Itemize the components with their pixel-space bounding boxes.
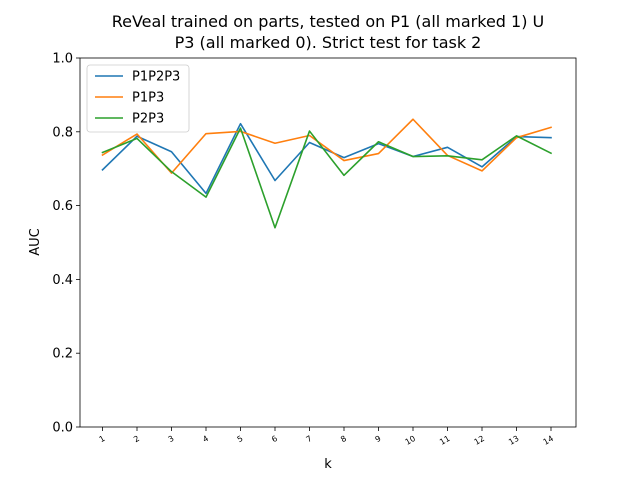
y-tick-label: 0.6: [52, 199, 73, 214]
series-line-p1p2p3: [101, 122, 552, 195]
x-tick-label: 5: [236, 434, 245, 444]
x-tick-label: 7: [305, 434, 314, 444]
x-tick-label: 11: [438, 434, 451, 447]
x-tick-label: 13: [507, 434, 520, 447]
legend-box: [86, 64, 190, 133]
x-tick-label: 14: [542, 434, 555, 447]
x-tick-label: 3: [167, 434, 176, 444]
x-tick-label: 9: [374, 434, 383, 444]
legend-label: P1P2P3: [132, 70, 180, 85]
y-tick-label: 1.0: [52, 52, 73, 67]
plot-area: 0.00.20.40.60.81.01 2 3 4 5 6 7 8 9 10 11 12 13 14: [52, 52, 577, 447]
chart-title-line-2: P3 (all marked 0). Strict test for task …: [175, 33, 482, 52]
y-tick-label: 0.0: [52, 421, 73, 436]
x-tick-label: 4: [201, 434, 210, 444]
chart-title-line-1: ReVeal trained on parts, tested on P1 (a…: [112, 12, 545, 31]
x-tick-label: 1: [98, 434, 107, 444]
y-tick-label: 0.4: [52, 273, 73, 288]
y-tick-label: 0.2: [52, 347, 73, 362]
axes-frame: [79, 57, 577, 428]
legend-label: P2P3: [132, 112, 164, 127]
series-line-p1p3: [101, 118, 552, 174]
legend: P1P2P3 P1P3 P2P3: [86, 64, 190, 133]
legend-label: P1P3: [132, 91, 164, 106]
x-tick-label: 8: [339, 434, 348, 444]
x-axis-label: k: [324, 457, 332, 472]
series-line-p2p3: [101, 127, 553, 229]
y-tick-label: 0.8: [52, 125, 73, 140]
x-tick-label: 12: [473, 434, 486, 447]
x-tick-label: 6: [270, 434, 279, 444]
x-tick-label: 2: [132, 434, 141, 444]
y-axis-label: AUC: [28, 228, 43, 256]
x-tick-label: 10: [404, 434, 417, 447]
